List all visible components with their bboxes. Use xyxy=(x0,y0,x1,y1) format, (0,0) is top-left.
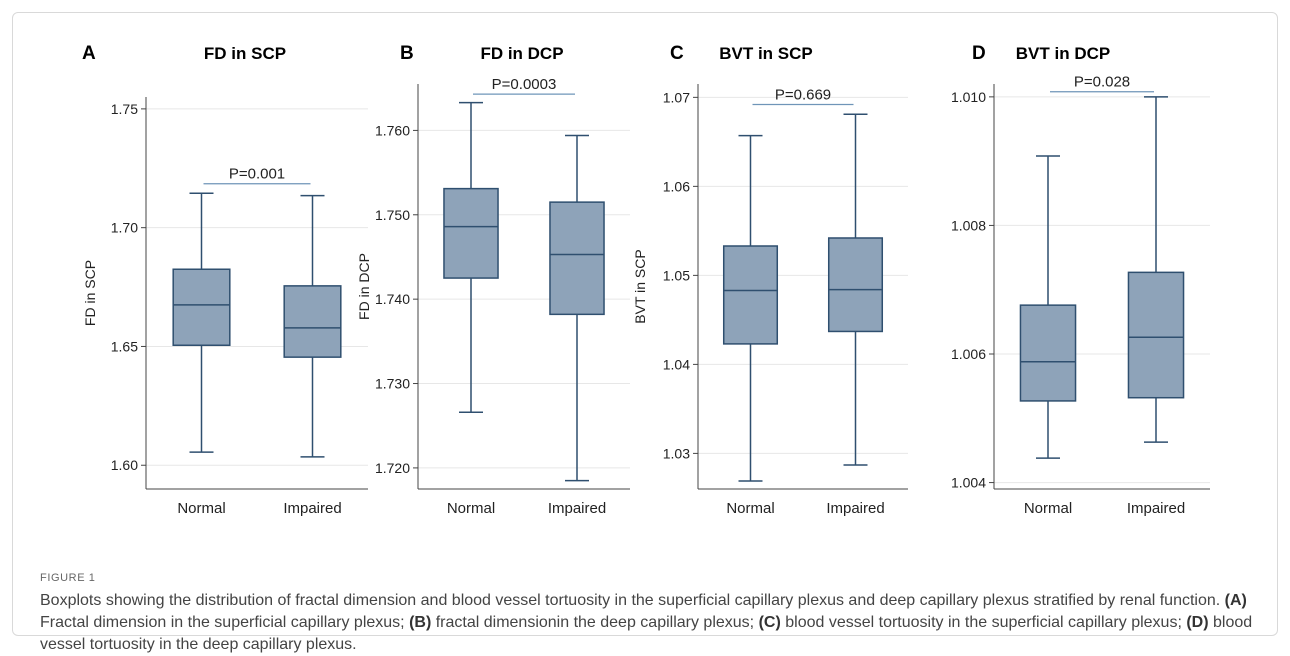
x-tick-label: Normal xyxy=(177,500,225,517)
figure-label: FIGURE 1 xyxy=(40,572,96,584)
panel-c: C BVT in SCP 1.03 1.04 1.05 1.06 1.07 BVT in SC… xyxy=(632,43,908,517)
panel-letter: C xyxy=(670,43,684,64)
caption-segment: blood vessel tortuosity in the superfici… xyxy=(780,614,1187,631)
panel-letter: A xyxy=(82,43,96,64)
chart-title: FD in SCP xyxy=(204,44,286,63)
y-tick-label: 1.740 xyxy=(375,291,410,307)
panel-letter: B xyxy=(400,43,414,64)
significance-label: P=0.028 xyxy=(1074,74,1130,91)
y-tick-label: 1.07 xyxy=(663,89,690,105)
y-tick-label: 1.05 xyxy=(663,267,690,283)
y-tick-label: 1.010 xyxy=(951,89,986,105)
panel-d: D BVT in DCP 1.004 1.006 1.008 1.010 Normal Imp… xyxy=(951,43,1210,517)
y-tick-label: 1.006 xyxy=(951,346,986,362)
iqr-box xyxy=(722,245,779,345)
y-axis-label: FD in DCP xyxy=(356,253,372,320)
x-tick-label: Normal xyxy=(447,500,495,517)
significance-label: P=0.0003 xyxy=(492,76,557,93)
iqr-box xyxy=(549,201,605,316)
boxplot-figure: A FD in SCP 1.60 1.65 1.70 1.75 FD in SCP Norma… xyxy=(82,43,1210,517)
caption-panel-ref: (B) xyxy=(409,614,432,631)
y-tick-label: 1.008 xyxy=(951,217,986,233)
panel-a: A FD in SCP 1.60 1.65 1.70 1.75 FD in SCP Norma… xyxy=(82,43,368,517)
y-tick-label: 1.730 xyxy=(375,376,410,392)
iqr-box xyxy=(172,268,231,347)
iqr-box xyxy=(1019,304,1077,402)
panel-letter: D xyxy=(972,43,986,64)
y-tick-label: 1.75 xyxy=(111,101,138,117)
y-tick-label: 1.60 xyxy=(111,457,138,473)
box-impaired xyxy=(283,194,342,458)
box-impaired xyxy=(549,134,605,482)
x-tick-label: Normal xyxy=(1024,500,1072,517)
y-tick-label: 1.03 xyxy=(663,445,690,461)
chart-title: BVT in DCP xyxy=(1016,44,1110,63)
y-tick-label: 1.06 xyxy=(663,178,690,194)
x-tick-label: Normal xyxy=(726,500,774,517)
y-tick-label: 1.760 xyxy=(375,122,410,138)
caption-segment: Boxplots showing the distribution of fra… xyxy=(40,592,1225,609)
y-tick-label: 1.65 xyxy=(111,338,138,354)
x-tick-label: Impaired xyxy=(826,500,884,517)
iqr-box xyxy=(283,285,342,358)
x-tick-label: Impaired xyxy=(1127,500,1185,517)
y-tick-label: 1.750 xyxy=(375,207,410,223)
significance-label: P=0.669 xyxy=(775,86,831,103)
box-normal xyxy=(1019,155,1077,459)
box-impaired xyxy=(1127,96,1185,443)
caption-panel-ref: (C) xyxy=(758,614,781,631)
box-normal xyxy=(172,192,231,453)
caption-text: Boxplots showing the distribution of fra… xyxy=(40,590,1260,656)
y-tick-label: 1.004 xyxy=(951,475,986,491)
iqr-box xyxy=(827,237,884,333)
y-axis-label: FD in SCP xyxy=(82,260,98,326)
iqr-box xyxy=(1127,271,1185,399)
chart-title: BVT in SCP xyxy=(719,44,813,63)
significance-label: P=0.001 xyxy=(229,166,285,183)
iqr-box xyxy=(443,187,499,279)
box-normal xyxy=(443,101,499,413)
caption-segment: fractal dimensionin the deep capillary p… xyxy=(431,614,759,631)
caption-panel-ref: (A) xyxy=(1224,592,1247,609)
caption-panel-ref: (D) xyxy=(1186,614,1209,631)
figure-caption: FIGURE 1 Boxplots showing the distributi… xyxy=(40,572,1260,656)
box-normal xyxy=(722,134,779,482)
y-tick-label: 1.720 xyxy=(375,460,410,476)
y-axis-label: BVT in SCP xyxy=(632,249,648,323)
y-tick-label: 1.04 xyxy=(663,356,690,372)
chart-title: FD in DCP xyxy=(480,44,563,63)
caption-segment: Fractal dimension in the superficial cap… xyxy=(40,614,410,631)
x-tick-label: Impaired xyxy=(283,500,341,517)
y-tick-label: 1.70 xyxy=(111,220,138,236)
x-tick-label: Impaired xyxy=(548,500,606,517)
box-impaired xyxy=(827,113,884,466)
panel-b: B FD in DCP 1.720 1.730 1.740 1.750 1.760 FD in… xyxy=(356,43,630,517)
